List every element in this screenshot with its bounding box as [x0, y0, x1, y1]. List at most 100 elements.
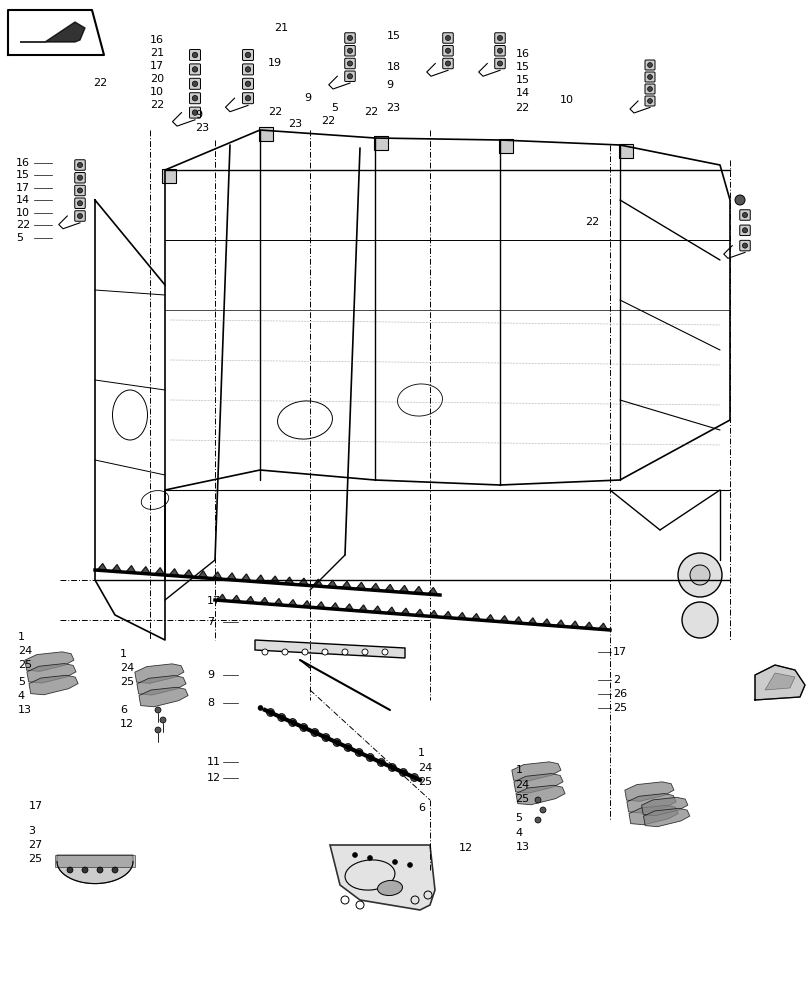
Circle shape: [377, 758, 384, 766]
Polygon shape: [511, 762, 560, 781]
Text: 17: 17: [150, 61, 164, 71]
Polygon shape: [316, 602, 325, 608]
Polygon shape: [414, 609, 423, 616]
Polygon shape: [212, 572, 222, 579]
Circle shape: [347, 48, 352, 53]
Circle shape: [277, 714, 285, 722]
Text: 13: 13: [18, 705, 32, 715]
Polygon shape: [55, 855, 135, 867]
Ellipse shape: [377, 880, 402, 896]
Circle shape: [77, 175, 83, 180]
Text: 17: 17: [612, 647, 626, 657]
Text: 22: 22: [584, 217, 599, 227]
Text: 1: 1: [418, 748, 425, 758]
Circle shape: [534, 817, 540, 823]
Circle shape: [112, 867, 118, 873]
Circle shape: [346, 745, 351, 750]
FancyBboxPatch shape: [644, 72, 654, 82]
Circle shape: [344, 744, 352, 752]
Polygon shape: [231, 595, 240, 602]
FancyBboxPatch shape: [242, 64, 253, 75]
FancyBboxPatch shape: [189, 50, 200, 61]
Text: 17: 17: [207, 596, 221, 606]
Circle shape: [734, 195, 744, 205]
Circle shape: [82, 867, 88, 873]
Text: 22: 22: [515, 103, 530, 113]
Circle shape: [281, 649, 288, 655]
Circle shape: [347, 35, 352, 41]
Polygon shape: [527, 618, 536, 624]
Circle shape: [445, 61, 450, 66]
Polygon shape: [183, 570, 193, 577]
Polygon shape: [358, 605, 367, 612]
Polygon shape: [327, 580, 337, 588]
Polygon shape: [344, 604, 353, 611]
Circle shape: [368, 755, 373, 760]
Circle shape: [192, 110, 197, 115]
Polygon shape: [269, 576, 279, 583]
Circle shape: [324, 735, 329, 740]
Circle shape: [445, 35, 450, 41]
Polygon shape: [217, 594, 226, 601]
Text: 19: 19: [268, 58, 281, 68]
Polygon shape: [126, 566, 135, 573]
Text: 16: 16: [515, 49, 529, 59]
FancyBboxPatch shape: [644, 96, 654, 106]
Circle shape: [352, 852, 357, 857]
Circle shape: [677, 553, 721, 597]
Text: 23: 23: [386, 103, 400, 113]
Circle shape: [445, 48, 450, 53]
Circle shape: [390, 765, 396, 770]
FancyBboxPatch shape: [75, 211, 85, 221]
Circle shape: [354, 748, 363, 756]
Circle shape: [407, 862, 412, 867]
Circle shape: [647, 99, 651, 103]
Text: 25: 25: [28, 854, 42, 864]
Circle shape: [77, 213, 83, 219]
Text: 21: 21: [273, 23, 287, 33]
Circle shape: [410, 773, 418, 781]
Text: 20: 20: [150, 74, 164, 84]
Circle shape: [534, 797, 540, 803]
Text: 15: 15: [16, 170, 30, 180]
Polygon shape: [246, 596, 255, 603]
Circle shape: [97, 867, 103, 873]
Text: 22: 22: [363, 107, 378, 117]
Circle shape: [192, 81, 197, 87]
Circle shape: [681, 602, 717, 638]
Polygon shape: [25, 652, 74, 671]
Polygon shape: [298, 578, 308, 585]
Circle shape: [77, 162, 83, 168]
Circle shape: [268, 710, 274, 715]
Circle shape: [160, 717, 165, 723]
Circle shape: [302, 725, 307, 730]
Circle shape: [322, 649, 328, 655]
Text: 23: 23: [195, 123, 208, 133]
Circle shape: [192, 67, 197, 72]
Polygon shape: [457, 612, 466, 619]
Polygon shape: [413, 586, 423, 594]
Circle shape: [380, 760, 384, 765]
Polygon shape: [427, 587, 437, 595]
Polygon shape: [443, 611, 452, 618]
Polygon shape: [260, 597, 268, 604]
Text: 16: 16: [16, 158, 30, 168]
Polygon shape: [27, 664, 76, 683]
Text: 14: 14: [16, 195, 30, 205]
Polygon shape: [386, 607, 395, 614]
Polygon shape: [643, 808, 689, 827]
Bar: [259, 127, 272, 141]
Circle shape: [399, 768, 407, 776]
Polygon shape: [241, 574, 251, 581]
Text: 4: 4: [18, 691, 25, 701]
Circle shape: [155, 727, 161, 733]
Text: 22: 22: [268, 107, 282, 117]
Text: 23: 23: [288, 119, 302, 129]
Polygon shape: [584, 622, 593, 629]
Text: 17: 17: [16, 183, 30, 193]
Polygon shape: [398, 585, 409, 593]
Polygon shape: [556, 620, 564, 627]
Polygon shape: [226, 573, 236, 580]
Polygon shape: [312, 579, 323, 587]
Polygon shape: [598, 623, 607, 630]
